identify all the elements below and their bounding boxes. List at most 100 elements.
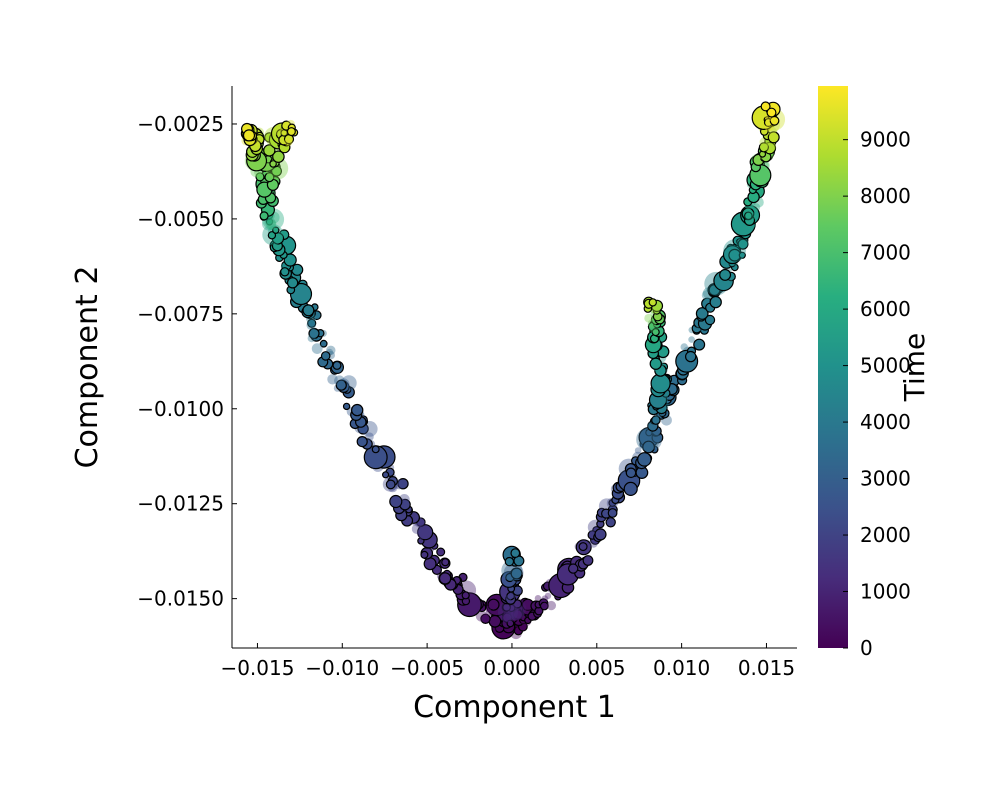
colorbar-tick-label: 6000	[860, 297, 911, 321]
data-point	[320, 351, 331, 361]
data-point	[582, 555, 594, 566]
data-point	[332, 360, 342, 370]
data-point	[680, 343, 688, 351]
data-point	[280, 267, 290, 277]
data-point	[544, 592, 552, 600]
x-tick-label: −0.015	[220, 656, 294, 680]
data-point	[758, 142, 770, 153]
colorbar-ticks: 0 1000 2000 3000 4000 5000 6000 7000 8000 9000	[843, 128, 911, 660]
data-point	[607, 508, 618, 518]
data-point	[365, 432, 374, 442]
colorbar	[818, 86, 848, 648]
data-point	[644, 313, 653, 323]
data-point	[695, 307, 709, 320]
data-point	[504, 556, 515, 567]
data-point	[752, 203, 761, 212]
data-point	[625, 467, 637, 479]
y-tick-label: −0.0050	[137, 207, 224, 231]
colorbar-label: Time	[898, 333, 931, 403]
colorbar-tick-label: 7000	[860, 241, 911, 265]
data-point	[501, 613, 512, 623]
data-point	[510, 548, 521, 558]
data-point	[438, 572, 452, 585]
y-tick-label: −0.0125	[137, 492, 224, 516]
data-point	[267, 231, 277, 240]
colorbar-tick-label: 9000	[860, 128, 911, 152]
data-point	[475, 610, 488, 622]
data-point	[306, 320, 316, 330]
data-point	[764, 123, 774, 132]
data-point	[766, 107, 777, 118]
data-point	[685, 350, 697, 363]
data-point	[709, 295, 722, 309]
data-point	[589, 539, 598, 548]
data-point	[568, 563, 579, 574]
y-axis-label: Component 2	[70, 266, 105, 469]
data-point	[269, 160, 277, 168]
data-point	[302, 304, 315, 317]
data-point	[634, 447, 642, 454]
data-point	[736, 237, 749, 249]
data-point	[578, 542, 588, 552]
x-axis-ticks: −0.015 −0.010 −0.005 0.000 0.005 0.010 0.015	[220, 643, 795, 680]
data-point	[485, 605, 492, 613]
data-point	[286, 277, 299, 289]
data-point	[327, 374, 338, 385]
data-point	[744, 211, 753, 221]
data-point	[539, 601, 549, 611]
data-point	[655, 377, 668, 389]
data-point	[266, 219, 277, 230]
x-tick-label: 0.005	[568, 656, 625, 680]
colorbar-tick-label: 4000	[860, 410, 911, 434]
data-point	[605, 517, 616, 528]
data-point	[510, 567, 523, 580]
data-point	[688, 336, 695, 343]
data-point	[693, 338, 706, 351]
data-point	[423, 557, 437, 571]
data-point	[505, 595, 512, 602]
data-point	[594, 528, 607, 541]
data-point	[767, 131, 780, 144]
data-point	[651, 328, 660, 337]
data-point	[704, 314, 716, 326]
y-tick-label: −0.0075	[137, 302, 224, 326]
colorbar-tick-label: 0	[860, 636, 873, 660]
data-point	[487, 598, 500, 611]
data-point	[335, 379, 347, 391]
data-point	[351, 403, 364, 417]
data-point	[649, 357, 663, 370]
data-point	[311, 343, 323, 354]
data-point	[510, 609, 522, 621]
data-point	[744, 210, 756, 222]
data-point	[506, 619, 515, 628]
x-tick-label: −0.005	[390, 656, 464, 680]
data-point	[284, 137, 293, 147]
data-point	[541, 595, 549, 603]
colorbar-tick-label: 2000	[860, 523, 911, 547]
data-point	[636, 427, 660, 452]
data-point	[417, 524, 434, 541]
data-point	[760, 101, 771, 112]
data-point	[649, 323, 659, 333]
data-point	[441, 558, 450, 567]
colorbar-tick-label: 1000	[860, 580, 911, 604]
data-point	[371, 445, 380, 454]
x-tick-label: −0.010	[305, 656, 379, 680]
data-points	[240, 101, 786, 640]
data-point	[637, 452, 652, 467]
data-point	[420, 550, 429, 559]
data-point	[342, 402, 351, 411]
data-point	[259, 211, 269, 221]
data-point	[272, 150, 285, 163]
colorbar-tick-label: 8000	[860, 184, 911, 208]
data-point	[546, 600, 556, 611]
data-point	[642, 440, 655, 454]
data-point	[263, 144, 276, 157]
y-axis-ticks: −0.0025 −0.0050 −0.0075 −0.0100 −0.0125 −0.01…	[137, 112, 237, 611]
data-point	[764, 141, 776, 153]
axes	[231, 86, 797, 649]
data-point	[307, 334, 316, 343]
data-point	[505, 611, 515, 621]
colorbar-tick-label: 5000	[860, 354, 911, 378]
data-point	[738, 251, 746, 259]
